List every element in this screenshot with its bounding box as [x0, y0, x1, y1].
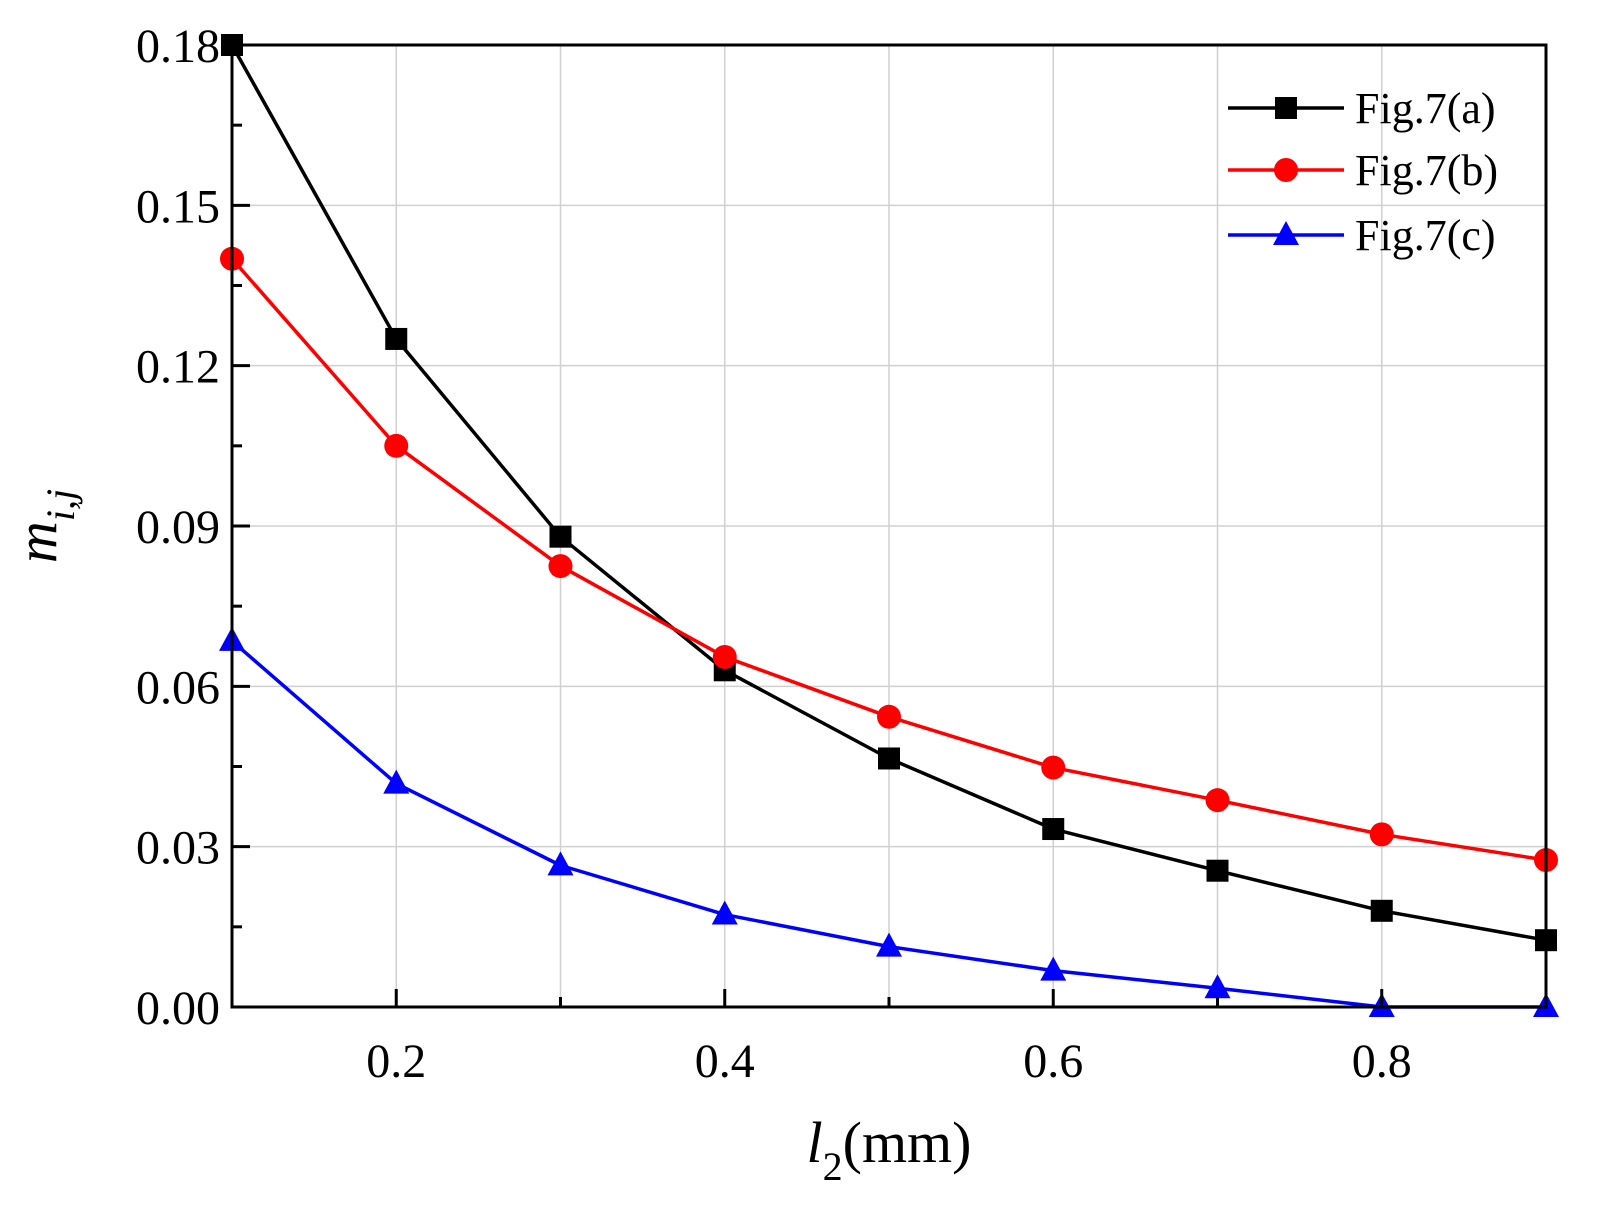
- x-axis-title-sub: 2: [823, 1144, 843, 1189]
- data-point-square: [385, 327, 408, 350]
- x-tick-label: 0.4: [695, 1035, 755, 1088]
- data-point-circle: [712, 644, 737, 669]
- y-tick-label: 0.00: [136, 982, 220, 1035]
- data-point-square: [1206, 859, 1229, 882]
- x-axis-title-main: l: [807, 1110, 823, 1175]
- y-tick-label: 0.12: [136, 341, 220, 394]
- series-markers: [219, 34, 1559, 1017]
- data-point-triangle: [1040, 956, 1067, 981]
- data-point-triangle: [876, 932, 902, 957]
- legend-label: Fig.7(b): [1355, 146, 1498, 195]
- tick-labels: 0.2 0.4 0.6 0.8 0.00 0.03 0.06 0.09 0.12 0.15 0.18: [136, 20, 1412, 1088]
- y-tick-label: 0.18: [136, 20, 220, 73]
- legend-marker-square: [1275, 97, 1297, 119]
- grid-lines: [232, 45, 1546, 1007]
- x-tick-label: 0.6: [1023, 1035, 1083, 1088]
- y-tick-label: 0.15: [136, 180, 220, 233]
- data-point-circle: [1041, 755, 1066, 780]
- axis-ticks: [230, 43, 1548, 1009]
- y-tick-label: 0.09: [136, 501, 220, 554]
- data-point-circle: [1205, 788, 1230, 813]
- data-point-triangle: [1204, 974, 1231, 999]
- data-point-square: [549, 525, 572, 548]
- legend: Fig.7(a) Fig.7(b) Fig.7(c): [1228, 84, 1498, 260]
- x-tick-label: 0.2: [366, 1035, 426, 1088]
- y-axis-title-sub: i,j: [38, 489, 83, 521]
- data-point-triangle: [383, 769, 410, 794]
- data-point-square: [1042, 818, 1065, 841]
- data-point-circle: [1369, 822, 1394, 847]
- legend-marker-circle: [1274, 158, 1298, 182]
- y-tick-label: 0.06: [136, 661, 220, 714]
- y-axis-title-main: m: [4, 521, 69, 563]
- x-axis-title-unit: (mm): [843, 1110, 972, 1175]
- data-point-circle: [877, 704, 901, 729]
- x-tick-label: 0.8: [1352, 1035, 1412, 1088]
- y-axis-title: mi,j: [4, 489, 83, 563]
- data-point-circle: [548, 554, 573, 579]
- x-axis-title: l2(mm): [807, 1110, 972, 1189]
- legend-marker-triangle: [1273, 221, 1299, 245]
- data-point-square: [1370, 899, 1393, 922]
- y-tick-label: 0.03: [136, 822, 220, 875]
- data-point-triangle: [547, 851, 574, 876]
- legend-label: Fig.7(c): [1355, 211, 1496, 260]
- data-point-square: [878, 747, 900, 770]
- data-point-circle: [384, 433, 409, 458]
- data-point-triangle: [711, 900, 738, 925]
- legend-label: Fig.7(a): [1355, 84, 1496, 133]
